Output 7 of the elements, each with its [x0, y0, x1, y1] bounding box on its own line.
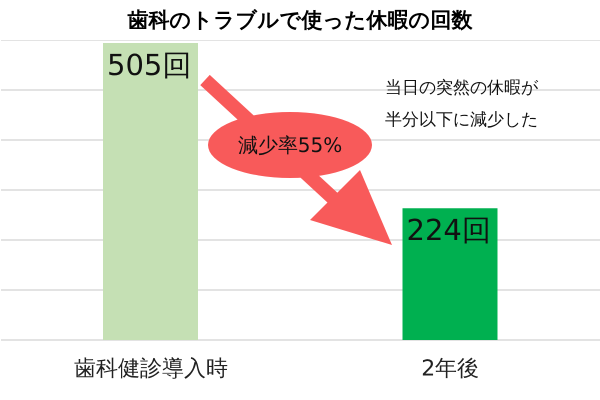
annotation: 当日の突然の休暇が半分以下に減少した	[385, 77, 539, 132]
annotation: 減少率55%	[236, 132, 344, 159]
x-tick-label: 歯科健診導入時	[74, 356, 228, 382]
x-tick-label: 2年後	[421, 356, 480, 382]
data-label: 224回	[406, 213, 491, 248]
data-label: 505回	[107, 48, 192, 82]
chart-title: 歯科のトラブルで使った休暇の回数	[126, 7, 474, 34]
